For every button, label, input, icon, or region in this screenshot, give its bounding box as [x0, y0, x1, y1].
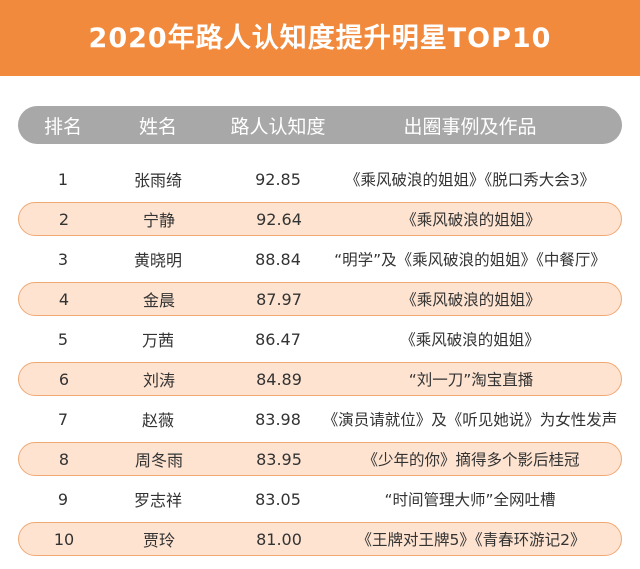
score-cell: 83.98: [255, 409, 301, 429]
rank-cell: 10: [53, 529, 75, 549]
score-cell: 83.95: [256, 449, 302, 469]
works-cell: 《乘风破浪的姐姐》: [401, 211, 541, 229]
score-cell: 84.89: [256, 369, 302, 389]
header-works: 出圈事例及作品: [403, 115, 537, 138]
table-row: 3 黄晓明 88.84 “明学”及《乘风破浪的姐姐》《中餐厅》: [18, 242, 622, 276]
title-banner: 2020年路人认知度提升明星TOP10: [0, 0, 640, 76]
rank-cell: 4: [58, 289, 70, 309]
rank-cell: 9: [57, 489, 69, 509]
score-cell: 92.85: [255, 169, 301, 189]
works-cell: 《演员请就位》及《听见她说》为女性发声: [322, 411, 618, 429]
table-row: 1 张雨绮 92.85 《乘风破浪的姐姐》《脱口秀大会3》: [18, 162, 622, 196]
table-row: 8 周冬雨 83.95 《少年的你》摘得多个影后桂冠: [18, 442, 622, 476]
works-cell: 《乘风破浪的姐姐》《脱口秀大会3》: [344, 171, 596, 189]
score-cell: 92.64: [256, 209, 302, 229]
works-cell: 《乘风破浪的姐姐》: [401, 291, 541, 309]
name-cell: 贾玲: [142, 531, 175, 550]
page-title: 2020年路人认知度提升明星TOP10: [88, 22, 552, 54]
name-cell: 金晨: [142, 291, 175, 310]
score-cell: 86.47: [255, 329, 301, 349]
name-cell: 万茜: [141, 331, 174, 350]
table-row: 10 贾玲 81.00 《王牌对王牌5》《青春环游记2》: [18, 522, 622, 556]
rank-cell: 8: [58, 449, 70, 469]
score-cell: 87.97: [256, 289, 302, 309]
rank-cell: 6: [58, 369, 70, 389]
score-cell: 83.05: [255, 489, 301, 509]
name-cell: 周冬雨: [134, 451, 183, 470]
works-cell: “时间管理大师”全网吐槽: [384, 491, 556, 509]
works-cell: 《王牌对王牌5》《青春环游记2》: [356, 531, 586, 549]
name-cell: 黄晓明: [133, 251, 182, 270]
rank-cell: 5: [57, 329, 69, 349]
header-rank: 排名: [43, 115, 82, 138]
name-cell: 罗志祥: [133, 491, 182, 510]
works-cell: 《少年的你》摘得多个影后桂冠: [362, 451, 580, 469]
name-cell: 刘涛: [142, 371, 175, 390]
works-cell: 《乘风破浪的姐姐》: [400, 331, 540, 349]
name-cell: 赵薇: [141, 411, 174, 430]
table-row: 9 罗志祥 83.05 “时间管理大师”全网吐槽: [18, 482, 622, 516]
score-cell: 81.00: [256, 529, 302, 549]
header-score: 路人认知度: [230, 115, 326, 138]
works-cell: “明学”及《乘风破浪的姐姐》《中餐厅》: [334, 251, 606, 269]
table-row: 6 刘涛 84.89 “刘一刀”淘宝直播: [18, 362, 622, 396]
name-cell: 宁静: [142, 211, 175, 230]
rank-cell: 1: [57, 169, 69, 189]
table-row: 2 宁静 92.64 《乘风破浪的姐姐》: [18, 202, 622, 236]
header-name: 姓名: [138, 115, 177, 138]
works-cell: “刘一刀”淘宝直播: [408, 371, 534, 389]
table-row: 7 赵薇 83.98 《演员请就位》及《听见她说》为女性发声: [18, 402, 622, 436]
table-row: 4 金晨 87.97 《乘风破浪的姐姐》: [18, 282, 622, 316]
table-row: 5 万茜 86.47 《乘风破浪的姐姐》: [18, 322, 622, 356]
rank-cell: 7: [57, 409, 69, 429]
table-header: 排名 姓名 路人认知度 出圈事例及作品: [18, 106, 622, 144]
name-cell: 张雨绮: [133, 171, 182, 190]
rank-cell: 2: [58, 209, 70, 229]
score-cell: 88.84: [255, 249, 301, 269]
rank-cell: 3: [57, 249, 69, 269]
